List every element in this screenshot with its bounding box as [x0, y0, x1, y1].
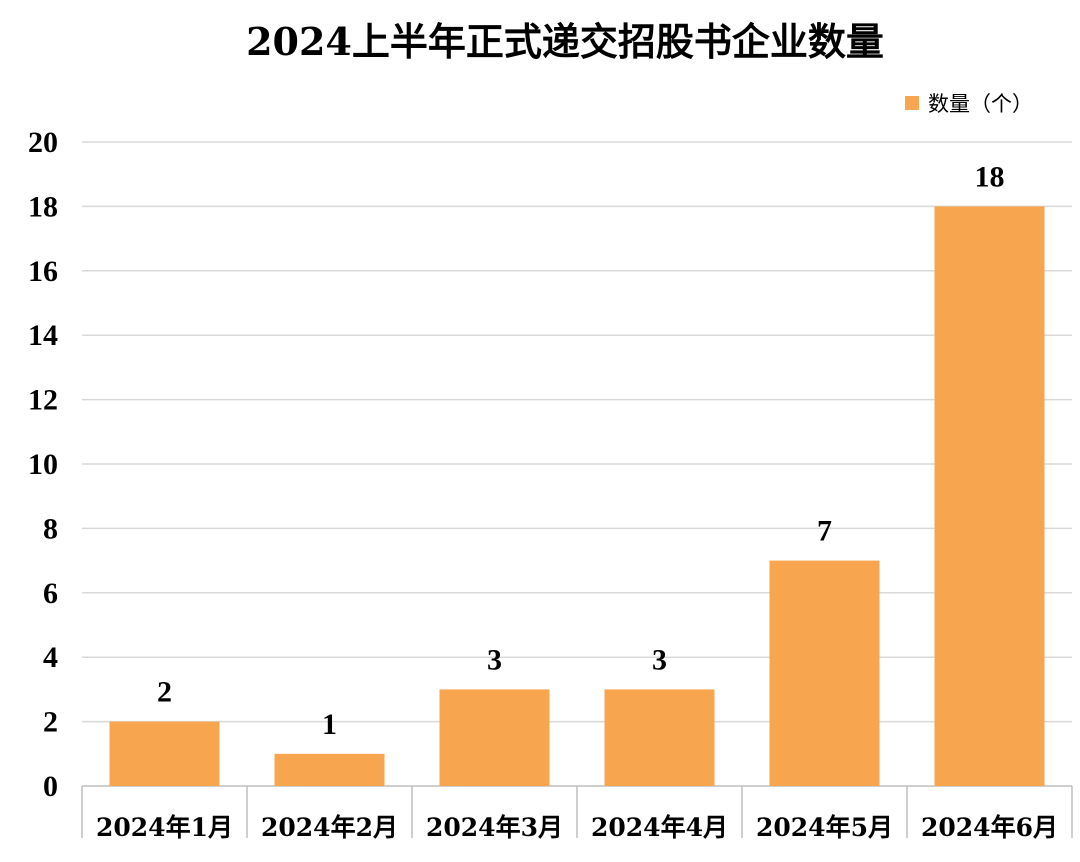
y-tick-label: 4: [43, 641, 58, 674]
x-tick-label: 2024年2月: [261, 813, 398, 842]
legend-label: 数量（个）: [928, 92, 1033, 116]
data-labels: 2 1 3 3 7 18: [157, 160, 1005, 740]
y-tick-label: 12: [28, 384, 58, 417]
bar: [934, 206, 1045, 786]
x-tick-label: 2024年6月: [921, 813, 1058, 842]
y-tick-label: 0: [43, 770, 58, 803]
x-tick-label: 2024年5月: [756, 813, 893, 842]
bar: [439, 689, 550, 786]
bar: [109, 721, 220, 786]
y-tick-label: 6: [43, 577, 58, 610]
bar: [274, 753, 385, 786]
legend-swatch: [905, 96, 919, 110]
y-tick-label: 16: [28, 255, 58, 288]
x-tick-label: 2024年4月: [591, 813, 728, 842]
y-tick-label: 18: [28, 190, 58, 223]
data-label: 18: [975, 160, 1005, 193]
data-label: 7: [817, 515, 832, 548]
y-tick-label: 20: [28, 126, 58, 159]
y-tick-label: 10: [28, 448, 58, 481]
y-axis-ticks: 0 2 4 6 8 10 12 14 16 18 20: [28, 126, 58, 803]
bar: [604, 689, 715, 786]
data-label: 2: [157, 676, 172, 709]
y-tick-label: 2: [43, 706, 58, 739]
data-label: 1: [322, 708, 337, 741]
x-axis-ticks: 2024年1月 2024年2月 2024年3月 2024年4月 2024年5月 2024年…: [96, 813, 1058, 842]
bar: [769, 560, 880, 786]
gridlines: [81, 141, 1073, 838]
x-tick-label: 2024年3月: [426, 813, 563, 842]
y-tick-label: 14: [28, 319, 58, 352]
data-label: 3: [652, 643, 667, 676]
data-label: 3: [487, 643, 502, 676]
bars: [109, 206, 1045, 786]
x-tick-label: 2024年1月: [96, 813, 233, 842]
chart-title: 2024上半年正式递交招股书企业数量: [246, 19, 884, 64]
y-tick-label: 8: [43, 512, 58, 545]
legend: 数量（个）: [905, 92, 1033, 116]
